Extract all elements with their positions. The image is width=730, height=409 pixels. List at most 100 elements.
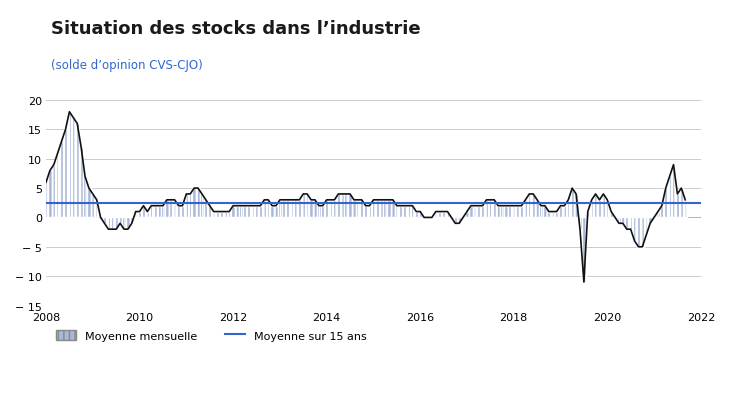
Bar [181, 206, 184, 218]
Bar [548, 212, 550, 218]
Bar [278, 200, 282, 218]
Bar [88, 189, 91, 218]
Bar [220, 212, 223, 218]
Bar [173, 200, 177, 218]
Bar [380, 200, 383, 218]
Bar [356, 200, 359, 218]
Bar [411, 206, 414, 218]
Bar [583, 218, 585, 282]
Bar [496, 206, 500, 218]
Bar [165, 200, 169, 218]
Bar [123, 218, 126, 229]
Bar [193, 189, 196, 218]
Bar [539, 206, 542, 218]
Bar [64, 130, 67, 218]
Bar [680, 189, 683, 218]
Bar [258, 206, 262, 218]
Bar [520, 206, 523, 218]
Bar [438, 212, 442, 218]
Bar [388, 200, 391, 218]
Bar [353, 200, 356, 218]
Bar [126, 218, 129, 229]
Bar [329, 200, 332, 218]
Bar [80, 148, 82, 218]
Bar [290, 200, 293, 218]
Bar [664, 189, 667, 218]
Bar [418, 212, 422, 218]
Bar [325, 200, 328, 218]
Bar [348, 194, 352, 218]
Bar [590, 200, 593, 218]
Bar [368, 206, 371, 218]
Bar [337, 194, 340, 218]
Bar [477, 206, 480, 218]
Bar [95, 200, 99, 218]
Bar [672, 165, 675, 218]
Bar [453, 218, 457, 224]
Bar [212, 212, 215, 218]
Bar [625, 218, 629, 229]
Bar [298, 200, 301, 218]
Bar [153, 206, 157, 218]
Bar [56, 153, 59, 218]
Bar [52, 165, 55, 218]
Bar [458, 218, 461, 224]
Bar [508, 206, 512, 218]
Bar [310, 200, 312, 218]
Bar [618, 218, 620, 224]
Bar [645, 218, 648, 236]
Bar [318, 206, 320, 218]
Bar [196, 189, 200, 218]
Bar [528, 194, 531, 218]
Bar [142, 206, 145, 218]
Bar [158, 206, 161, 218]
Bar [286, 200, 289, 218]
Bar [383, 200, 387, 218]
Bar [169, 200, 172, 218]
Bar [575, 194, 577, 218]
Bar [306, 194, 309, 218]
Bar [333, 200, 336, 218]
Bar [488, 200, 492, 218]
Bar [48, 171, 52, 218]
Bar [621, 218, 625, 224]
Legend: Moyenne mensuelle, Moyenne sur 15 ans: Moyenne mensuelle, Moyenne sur 15 ans [52, 326, 371, 345]
Bar [161, 206, 165, 218]
Text: Situation des stocks dans l’industrie: Situation des stocks dans l’industrie [51, 20, 420, 38]
Bar [177, 206, 180, 218]
Bar [551, 212, 554, 218]
Bar [606, 200, 609, 218]
Bar [200, 194, 204, 218]
Bar [130, 218, 134, 224]
Bar [415, 212, 418, 218]
Bar [656, 212, 660, 218]
Bar [111, 218, 114, 229]
Bar [235, 206, 239, 218]
Bar [150, 206, 153, 218]
Bar [465, 212, 469, 218]
Bar [536, 200, 539, 218]
Bar [274, 206, 277, 218]
Bar [301, 194, 305, 218]
Bar [270, 206, 274, 218]
Bar [512, 206, 515, 218]
Bar [563, 206, 566, 218]
Bar [610, 212, 612, 218]
Bar [594, 194, 597, 218]
Bar [399, 206, 402, 218]
Bar [228, 212, 231, 218]
Bar [683, 200, 687, 218]
Bar [107, 218, 110, 229]
Bar [45, 183, 47, 218]
Bar [391, 200, 395, 218]
Bar [555, 212, 558, 218]
Bar [676, 194, 679, 218]
Bar [266, 200, 270, 218]
Bar [255, 206, 258, 218]
Bar [403, 206, 407, 218]
Bar [146, 212, 149, 218]
Bar [68, 112, 71, 218]
Bar [504, 206, 507, 218]
Bar [103, 218, 106, 224]
Bar [376, 200, 379, 218]
